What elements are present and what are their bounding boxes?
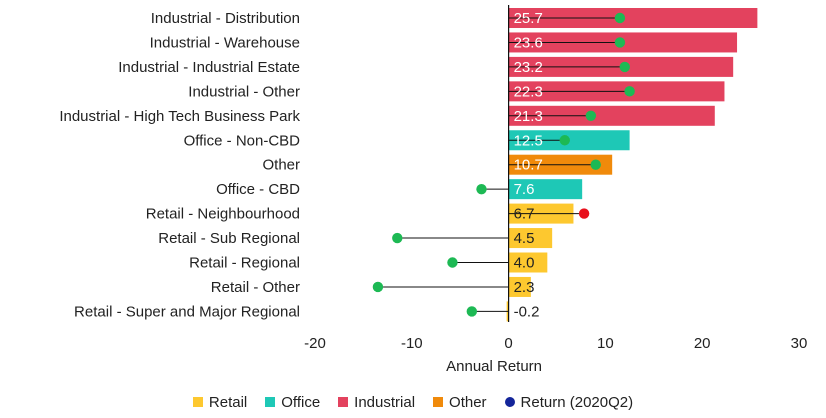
quarter-return-marker — [392, 232, 403, 244]
bar-chart: Industrial - Distribution Industrial - Wa… — [59, 5, 807, 375]
bar-value-label: 12.5 — [514, 132, 543, 149]
x-tick-label: 20 — [694, 335, 711, 352]
x-tick-label: 10 — [597, 335, 614, 352]
legend-label: Return (2020Q2) — [520, 393, 634, 411]
bar-value-label: 6.7 — [514, 206, 535, 223]
quarter-return-marker — [447, 257, 458, 268]
bar-value-label: 4.0 — [514, 255, 535, 272]
legend-item: Retail — [192, 393, 248, 411]
x-tick-labels: -20 -10 0 10 20 30 — [304, 335, 807, 352]
category-label: Retail - Neighbourhood — [146, 206, 300, 223]
bar — [508, 105, 715, 126]
legend-swatch — [192, 397, 203, 407]
quarter-return-marker — [476, 183, 487, 195]
bar-value-label: 2.3 — [514, 279, 535, 296]
category-label: Industrial - Industrial Estate — [118, 59, 300, 76]
bar-value-label: 23.6 — [514, 34, 543, 51]
legend-item: Other — [433, 394, 487, 411]
bar-value-labels: 25.7 23.6 23.2 22.3 21.3 12.5 10.7 7.6 6.7 4.5 4.0… — [514, 10, 543, 320]
legend-label: Other — [449, 393, 487, 411]
quarter-return-marker — [619, 61, 630, 73]
quarter-return-markers — [372, 12, 635, 317]
bar-value-label: 10.7 — [514, 157, 543, 174]
x-tick-label: -10 — [401, 335, 423, 352]
legend: Retail Office Industrial Other Return (2020Q… — [0, 391, 826, 413]
bar — [508, 252, 548, 273]
category-label: Retail - Super and Major Regional — [74, 303, 300, 320]
bar — [508, 228, 553, 249]
quarter-return-marker — [585, 110, 597, 122]
legend-item: Industrial — [338, 394, 415, 411]
quarter-return-marker — [466, 306, 478, 317]
category-labels: Industrial - Distribution Industrial - Wa… — [59, 10, 300, 320]
category-label: Retail - Other — [211, 279, 300, 296]
quarter-return-marker — [578, 208, 590, 219]
x-axis-title: Annual Return — [446, 358, 542, 375]
legend-label: Industrial — [354, 393, 416, 411]
legend-swatch — [265, 397, 276, 407]
quarter-return-marker — [559, 135, 570, 146]
bar-value-label: -0.2 — [514, 303, 540, 320]
quarter-return-marker — [614, 37, 626, 48]
bar — [508, 276, 531, 297]
bar-value-label: 7.6 — [514, 181, 535, 198]
bar-value-label: 21.3 — [514, 108, 543, 125]
legend-item: Return (2020Q2) — [504, 393, 634, 411]
legend-label: Retail — [208, 393, 248, 411]
category-label: Industrial - High Tech Business Park — [59, 108, 300, 125]
quarter-return-marker — [614, 12, 626, 24]
bar — [508, 8, 758, 28]
category-label: Retail - Sub Regional — [158, 230, 300, 247]
legend-label: Office — [281, 393, 321, 411]
bar-value-label: 4.5 — [514, 230, 535, 247]
legend-swatch — [433, 397, 444, 407]
bar-value-label: 23.2 — [514, 59, 543, 76]
legend-item: Office — [265, 394, 320, 411]
legend-swatch — [338, 397, 349, 407]
x-tick-label: 0 — [504, 335, 512, 352]
category-label: Industrial - Warehouse — [150, 34, 300, 51]
x-tick-label: 30 — [791, 335, 808, 352]
x-tick-label: -20 — [304, 335, 326, 352]
category-label: Retail - Regional — [189, 255, 300, 272]
quarter-return-marker — [590, 159, 601, 170]
category-label: Industrial - Other — [188, 83, 300, 100]
bar-value-label: 22.3 — [514, 83, 543, 100]
category-label: Office - CBD — [216, 181, 300, 198]
category-label: Industrial - Distribution — [151, 10, 300, 27]
legend-dot-marker — [504, 397, 515, 407]
quarter-return-marker — [372, 281, 384, 293]
bar-value-label: 25.7 — [514, 10, 543, 27]
category-label: Other — [262, 157, 300, 174]
bar — [508, 179, 583, 200]
quarter-return-marker — [624, 86, 635, 97]
category-label: Office - Non-CBD — [184, 132, 301, 149]
